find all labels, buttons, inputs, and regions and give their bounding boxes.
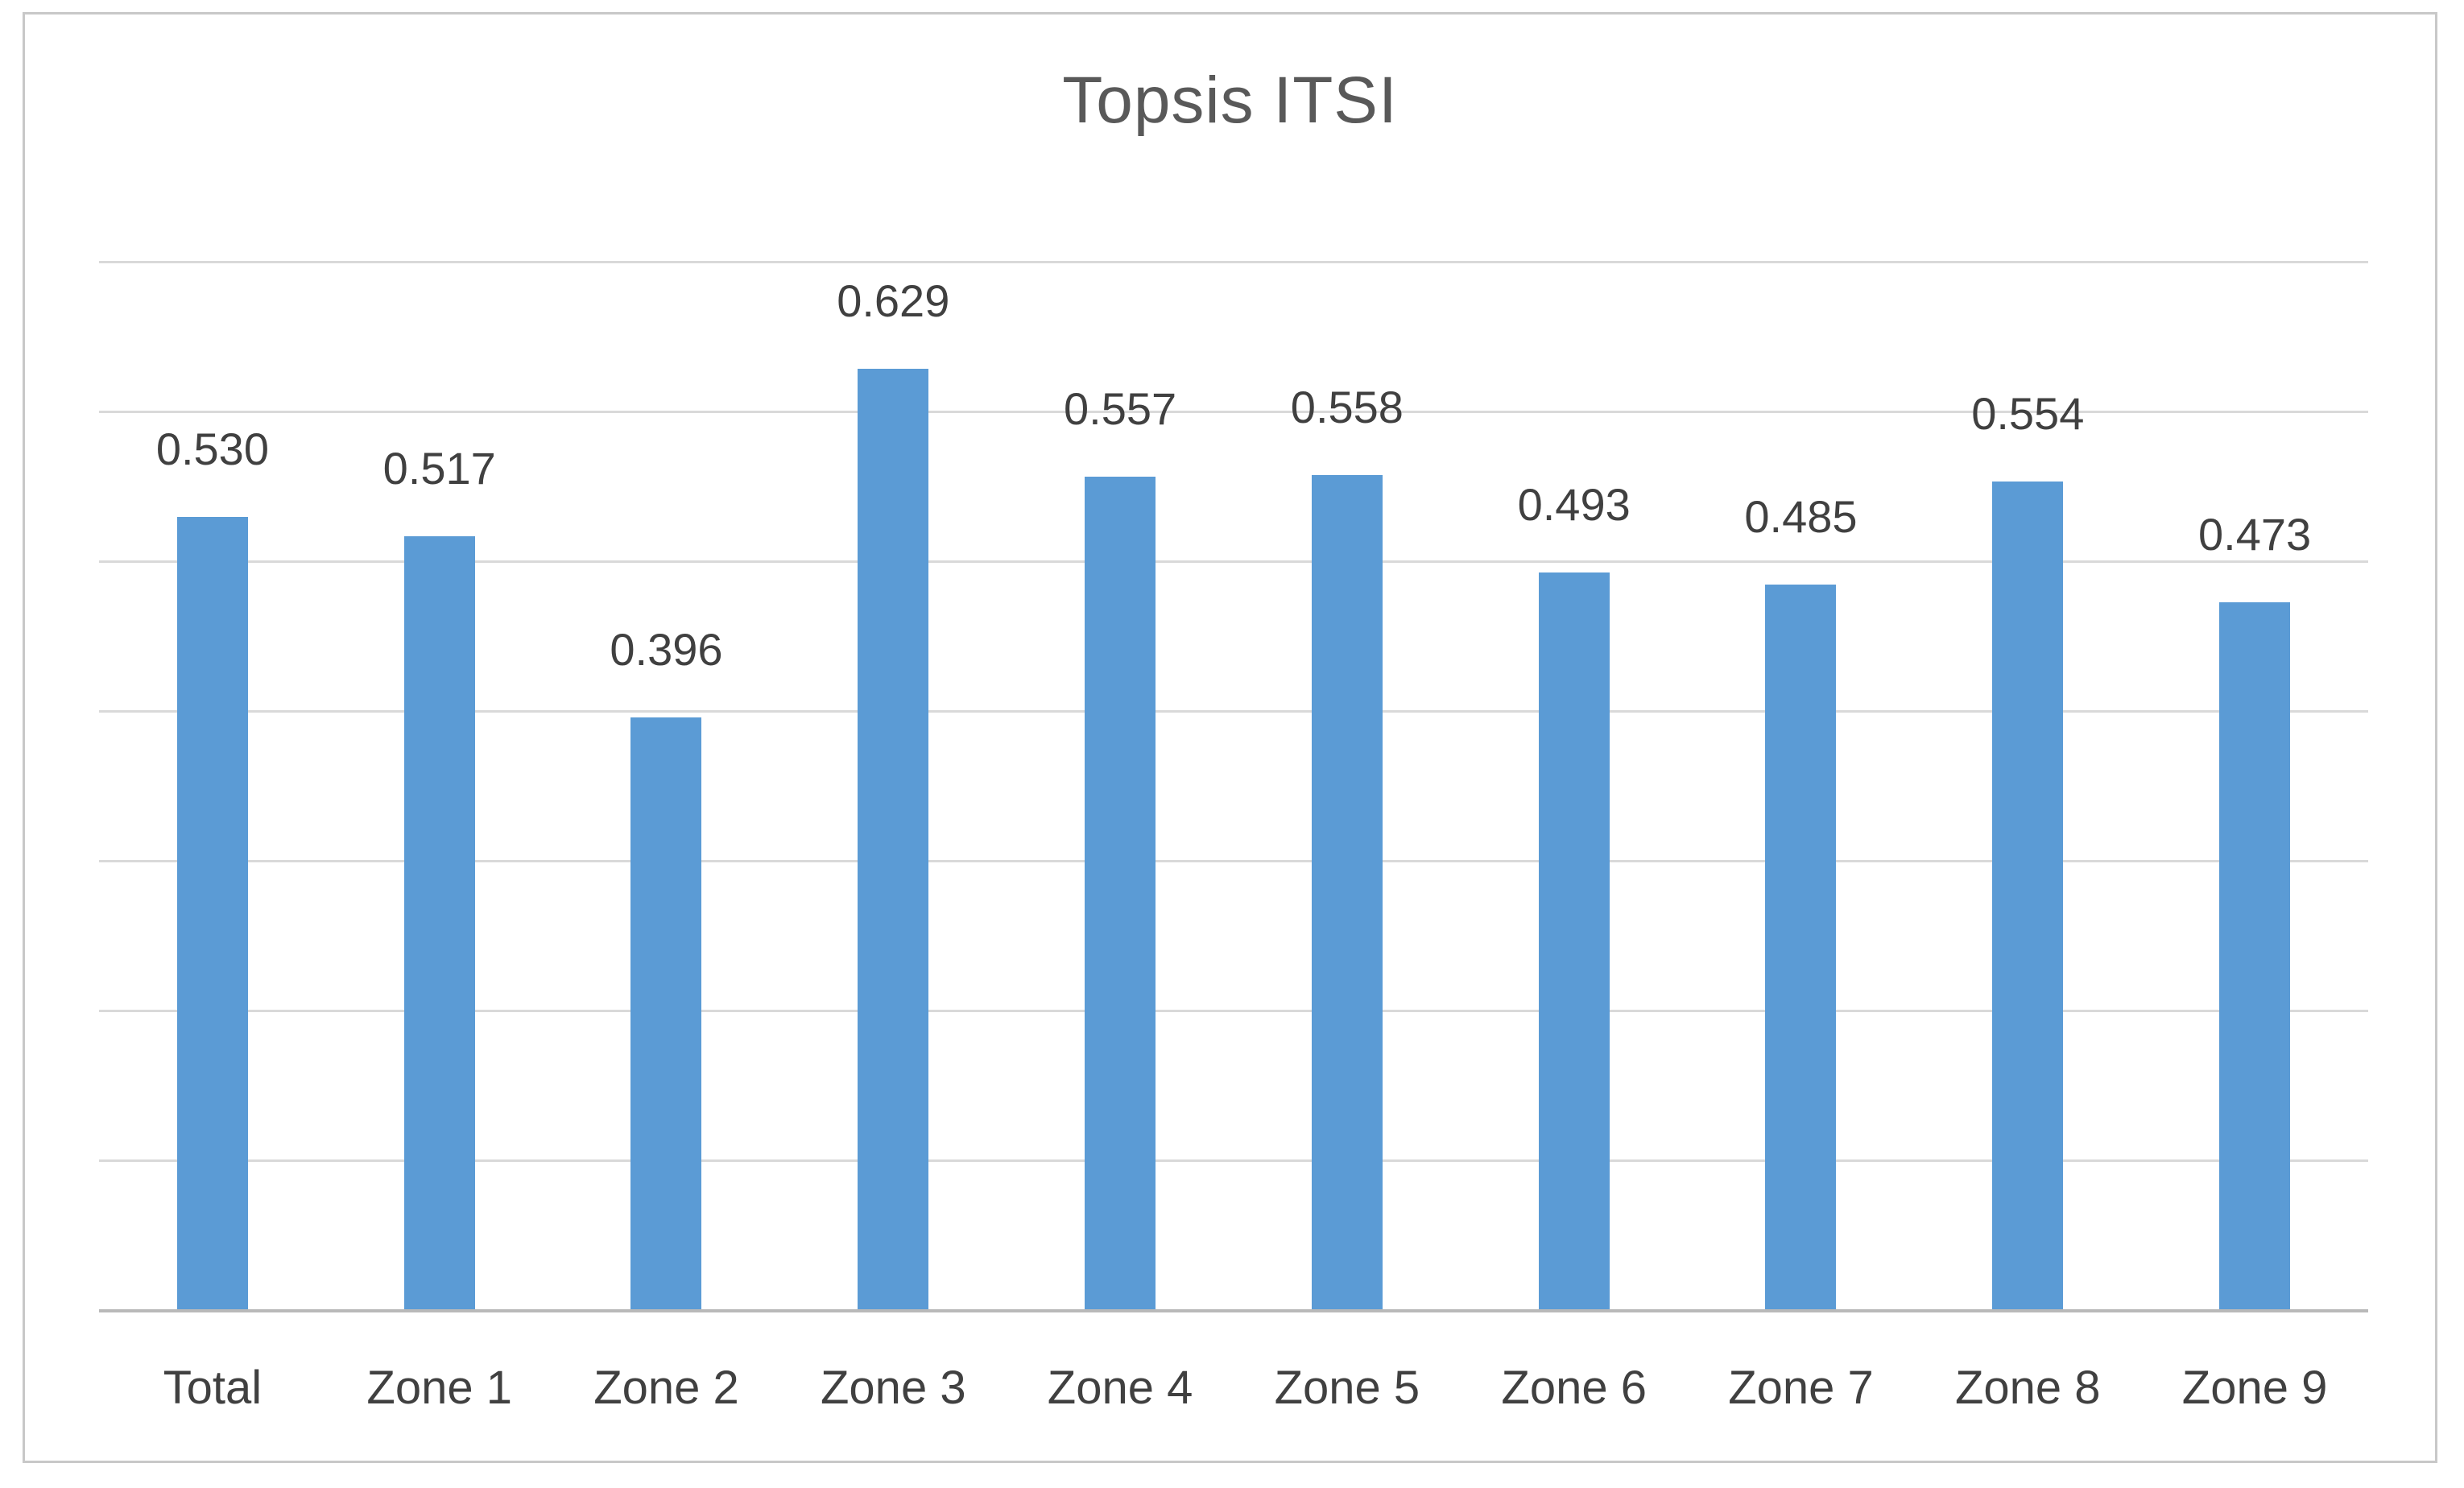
bar bbox=[1538, 572, 1610, 1311]
bar bbox=[1992, 481, 2064, 1311]
bar bbox=[630, 717, 702, 1311]
bar-value-label: 0.517 bbox=[382, 443, 496, 494]
plot-area: 0.530 0.517 0.396 0.629 0.557 0.558 0.493 0.485… bbox=[99, 261, 2368, 1312]
bar bbox=[403, 536, 475, 1311]
bar-slot: 0.517 bbox=[326, 262, 553, 1311]
bar-value-label: 0.629 bbox=[837, 275, 950, 327]
chart-figure: Topsis ITSI 0.530 0.517 0.396 0.629 0.557 0.5… bbox=[23, 12, 2437, 1463]
bar-value-label: 0.473 bbox=[2197, 509, 2312, 560]
x-axis-category-label: Total bbox=[163, 1362, 263, 1414]
bar-slot: 0.485 bbox=[1688, 262, 1915, 1311]
gridline bbox=[99, 710, 2368, 713]
bar-value-label: 0.396 bbox=[610, 624, 723, 676]
bar-slot: 0.554 bbox=[1914, 262, 2141, 1311]
x-axis-category-label: Zone 3 bbox=[821, 1362, 966, 1414]
x-axis-category-label: Zone 4 bbox=[1047, 1362, 1193, 1414]
bar-value-label: 0.554 bbox=[1971, 387, 2085, 439]
bar-slot: 0.396 bbox=[553, 262, 780, 1311]
x-axis-category-label: Zone 2 bbox=[593, 1362, 739, 1414]
bar-value-label: 0.558 bbox=[1290, 382, 1404, 433]
bar bbox=[2219, 602, 2291, 1311]
bar-slot: 0.473 bbox=[2141, 262, 2368, 1311]
x-axis-category-label: Zone 9 bbox=[2181, 1362, 2328, 1414]
gridline bbox=[99, 1159, 2368, 1163]
bar-value-label: 0.557 bbox=[1064, 382, 1177, 434]
gridline bbox=[99, 261, 2368, 263]
x-axis-category-label: Zone 5 bbox=[1274, 1362, 1420, 1414]
gridline bbox=[99, 1010, 2368, 1013]
bar-value-label: 0.493 bbox=[1517, 479, 1631, 531]
bar bbox=[858, 369, 929, 1311]
x-axis-category-label: Zone 8 bbox=[1954, 1362, 2101, 1414]
gridline bbox=[99, 411, 2368, 413]
x-axis-category-label: Zone 6 bbox=[1501, 1362, 1647, 1414]
gridline bbox=[99, 560, 2368, 563]
gridline bbox=[99, 860, 2368, 862]
bar bbox=[176, 517, 248, 1311]
bar-slot: 0.493 bbox=[1461, 262, 1688, 1311]
bar-slot: 0.629 bbox=[779, 262, 1007, 1311]
bar bbox=[1765, 584, 1837, 1311]
bar bbox=[1085, 476, 1156, 1311]
bar-value-label: 0.485 bbox=[1744, 490, 1858, 542]
bar-slot: 0.530 bbox=[99, 262, 326, 1311]
x-axis-line bbox=[99, 1309, 2368, 1312]
bar-slot: 0.558 bbox=[1234, 262, 1461, 1311]
bars-row: 0.530 0.517 0.396 0.629 0.557 0.558 0.493 0.485… bbox=[99, 262, 2368, 1311]
chart-title: Topsis ITSI bbox=[1062, 64, 1398, 137]
bar-slot: 0.557 bbox=[1007, 262, 1234, 1311]
bar-value-label: 0.530 bbox=[155, 424, 269, 475]
x-axis-category-label: Zone 1 bbox=[366, 1362, 512, 1414]
bar bbox=[1311, 475, 1383, 1311]
x-axis-category-label: Zone 7 bbox=[1728, 1362, 1874, 1414]
x-axis-labels-row: Total Zone 1 Zone 2 Zone 3 Zone 4 Zone 5 Zone … bbox=[99, 1361, 2368, 1415]
